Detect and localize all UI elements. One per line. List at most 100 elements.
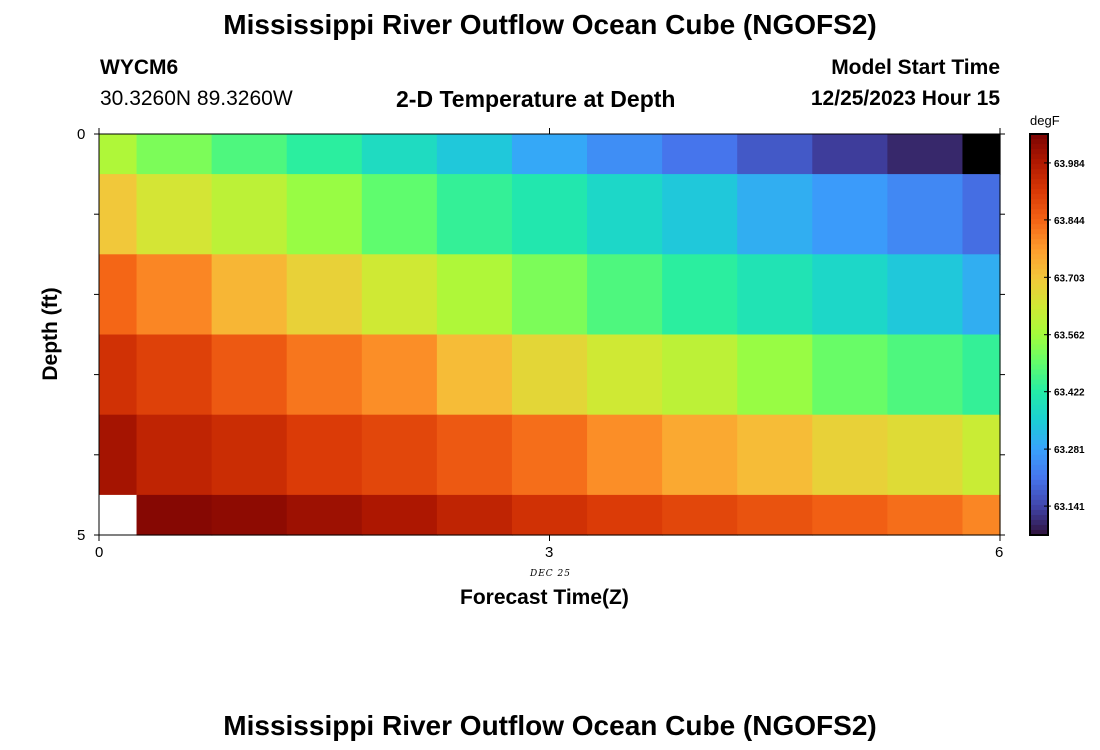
heatmap-cell	[436, 254, 513, 336]
heatmap-cell	[286, 134, 363, 175]
heatmap-cell	[737, 334, 813, 416]
colorbar-segment	[1030, 209, 1048, 215]
colorbar-tick-label: 63.562	[1054, 331, 1085, 342]
heatmap-cell	[737, 414, 813, 496]
colorbar-segment	[1030, 374, 1048, 381]
colorbar-unit: degF	[1030, 113, 1060, 128]
heatmap-cell	[737, 254, 813, 336]
heatmap-cell	[361, 494, 438, 536]
colorbar-segment	[1030, 139, 1048, 145]
heatmap-cell	[211, 134, 288, 175]
colorbar-segment	[1030, 359, 1048, 366]
colorbar-segment	[1030, 289, 1048, 295]
heatmap-cell	[211, 494, 288, 536]
heatmap-cell	[587, 174, 663, 255]
page-title: Mississippi River Outflow Ocean Cube (NG…	[223, 9, 877, 40]
colorbar-segment	[1030, 349, 1048, 356]
colorbar-segment	[1030, 524, 1048, 531]
colorbar-segment	[1030, 444, 1048, 451]
colorbar-segment	[1030, 199, 1048, 205]
heatmap-cell	[511, 174, 588, 255]
heatmap-cell	[136, 334, 213, 416]
heatmap-cell	[962, 414, 1001, 496]
colorbar-segment	[1030, 249, 1048, 255]
heatmap-cell	[136, 254, 213, 336]
colorbar-tick-label: 63.984	[1054, 159, 1085, 170]
heatmap-cell	[286, 414, 363, 496]
colorbar-segment	[1030, 194, 1048, 200]
colorbar-segment	[1030, 369, 1048, 376]
station-coordinates: 30.3260N 89.3260W	[100, 87, 293, 110]
colorbar-segment	[1030, 224, 1048, 230]
colorbar-segment	[1030, 329, 1048, 336]
heatmap-cell	[511, 494, 588, 536]
colorbar-segment	[1030, 464, 1048, 471]
heatmap-cell	[962, 134, 1001, 175]
heatmap-cell	[812, 174, 888, 255]
colorbar-segment	[1030, 384, 1048, 391]
colorbar-segment	[1030, 134, 1048, 140]
heatmap-cell	[887, 254, 964, 336]
colorbar-tick-label: 63.844	[1054, 216, 1085, 227]
heatmap-cell	[887, 494, 964, 536]
heatmap-cell	[511, 254, 588, 336]
colorbar-segment	[1030, 439, 1048, 446]
heatmap-cell	[136, 494, 213, 536]
colorbar-segment	[1030, 274, 1048, 280]
colorbar-segment	[1030, 299, 1048, 306]
colorbar-segment	[1030, 244, 1048, 250]
heatmap-cell	[99, 494, 138, 536]
heatmap-cell	[812, 494, 888, 536]
colorbar-segment	[1030, 519, 1048, 526]
x-tick-label-3: 3	[545, 544, 554, 561]
heatmap-cell	[887, 414, 964, 496]
colorbar-tick-label: 63.281	[1054, 445, 1085, 456]
colorbar-segment	[1030, 189, 1048, 195]
colorbar-tick-label: 63.422	[1054, 388, 1085, 399]
colorbar-segment	[1030, 234, 1048, 240]
heatmap-cell	[737, 494, 813, 536]
heatmap-cell	[887, 134, 964, 175]
colorbar-segment	[1030, 494, 1048, 501]
heatmap-cell	[211, 174, 288, 255]
heatmap-cell	[962, 254, 1001, 336]
heatmap-cell	[662, 134, 738, 175]
colorbar-segment	[1030, 174, 1048, 180]
colorbar-segment	[1030, 154, 1048, 160]
y-tick-label-bottom: 5	[77, 527, 86, 544]
heatmap-cell	[662, 414, 738, 496]
colorbar-segment	[1030, 499, 1048, 506]
colorbar-segment	[1030, 149, 1048, 155]
heatmap-cell	[587, 494, 663, 536]
heatmap-cell	[286, 334, 363, 416]
heatmap-cell	[99, 134, 138, 175]
heatmap-cell	[662, 494, 738, 536]
heatmap-cell	[587, 334, 663, 416]
colorbar-segment	[1030, 409, 1048, 416]
heatmap-cell	[436, 414, 513, 496]
heatmap-cell	[286, 494, 363, 536]
heatmap-cell	[511, 414, 588, 496]
heatmap-cell	[361, 414, 438, 496]
heatmap-cell	[511, 334, 588, 416]
heatmap-cell	[286, 174, 363, 255]
heatmap-cell	[361, 134, 438, 175]
heatmap-cell	[737, 134, 813, 175]
colorbar-segment	[1030, 324, 1048, 331]
colorbar-segment	[1030, 159, 1048, 165]
heatmap-cell	[587, 134, 663, 175]
colorbar-segment	[1030, 379, 1048, 386]
heatmap-cell	[662, 174, 738, 255]
colorbar-segment	[1030, 269, 1048, 275]
heatmap-cell	[361, 254, 438, 336]
heatmap-cell	[887, 174, 964, 255]
heatmap-cell	[737, 174, 813, 255]
colorbar-segment	[1030, 264, 1048, 270]
colorbar-segment	[1030, 529, 1048, 536]
colorbar-segment	[1030, 314, 1048, 321]
colorbar-segment	[1030, 469, 1048, 476]
heatmap-cells	[99, 134, 1001, 536]
model-start-label: Model Start Time	[831, 56, 1000, 79]
colorbar-segment	[1030, 429, 1048, 436]
heatmap-cell	[962, 174, 1001, 255]
